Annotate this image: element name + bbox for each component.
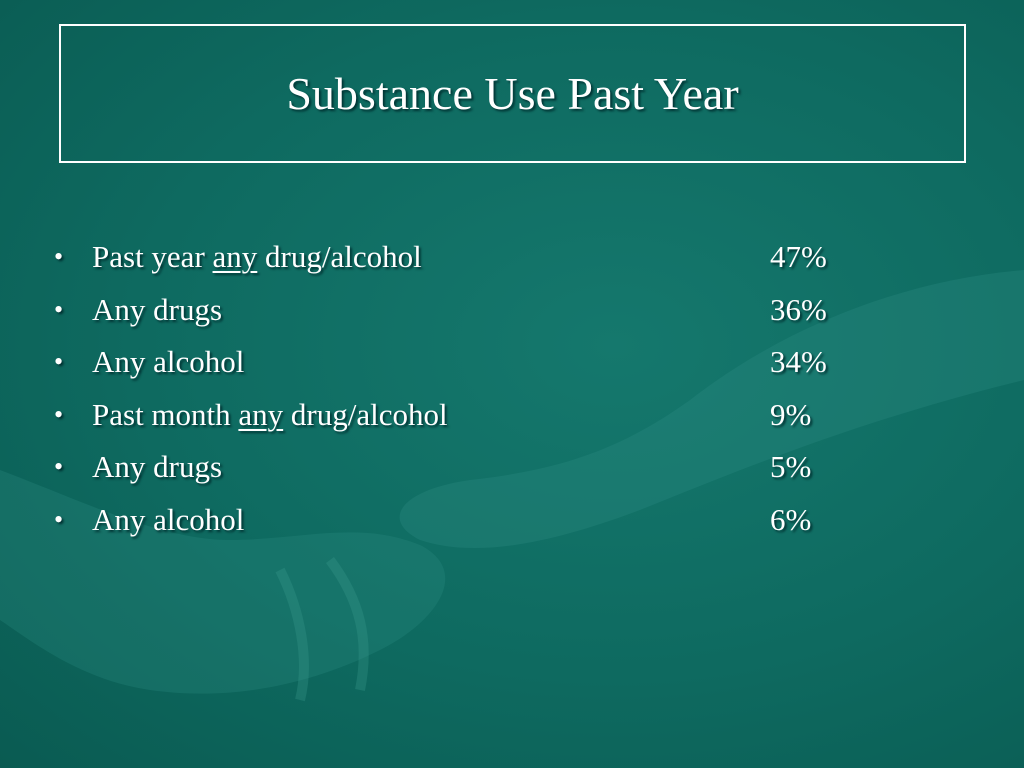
bullet-item: • Any alcohol 6% [0, 494, 1024, 546]
item-value: 34% [770, 344, 827, 379]
item-value: 47% [770, 239, 827, 274]
bullet-item: • Past month any drug/alcohol 9% [0, 389, 1024, 441]
bullet: • [54, 294, 64, 324]
label-part: drug/alcohol [265, 239, 422, 274]
item-label: Any alcohol [92, 494, 244, 546]
bullet-item: • Past year any drug/alcohol 47% [0, 231, 1024, 283]
label-part: Any alcohol [92, 501, 245, 537]
bullet-item: • Any drugs 5% [0, 441, 1024, 493]
item-value: 5% [770, 449, 812, 484]
bullet: • [54, 452, 64, 481]
item-value: 6% [770, 501, 812, 537]
item-label: Past month any drug/alcohol [92, 389, 448, 441]
emphasis: any [212, 239, 258, 274]
bullet: • [54, 347, 64, 376]
label-part: Any drugs [92, 449, 223, 484]
bullet: • [54, 399, 64, 429]
slide-title: Substance Use Past Year [286, 68, 739, 119]
label-part: drug/alcohol [290, 396, 448, 432]
item-label: Any drugs [92, 284, 222, 336]
label-part: Past month [92, 396, 231, 432]
item-label: Any drugs [92, 441, 222, 493]
item-value: 9% [770, 396, 812, 432]
title-box: Substance Use Past Year [59, 24, 966, 163]
label-part: Past year [92, 239, 205, 274]
item-label: Past year any drug/alcohol [92, 231, 422, 283]
bullet-item: • Any drugs 36% [0, 284, 1024, 336]
label-part: Any alcohol [92, 344, 245, 379]
item-label: Any alcohol [92, 336, 244, 388]
bullet: • [54, 504, 64, 534]
bullet-item: • Any alcohol 34% [0, 336, 1024, 388]
label-part: Any drugs [92, 291, 223, 327]
bullet: • [54, 242, 64, 271]
emphasis: any [238, 396, 284, 432]
item-value: 36% [770, 291, 827, 327]
